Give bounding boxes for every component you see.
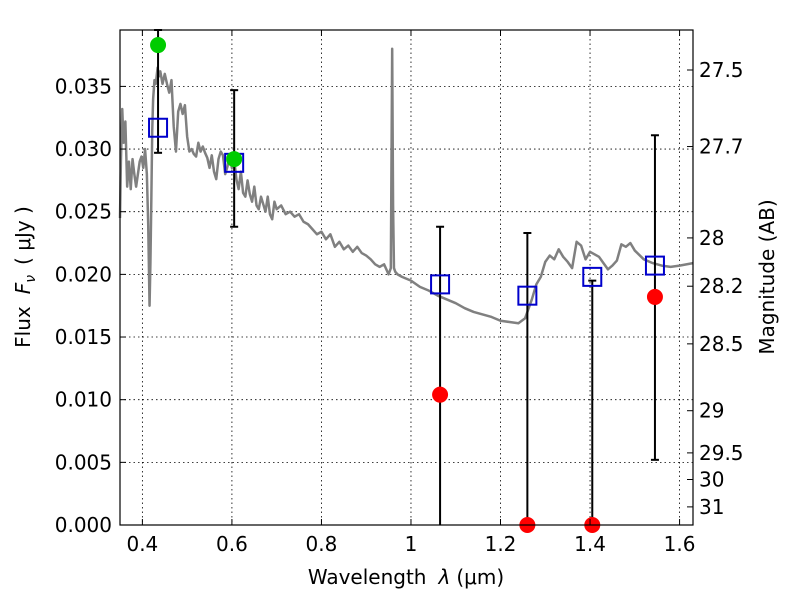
x-axis-ticks: 0.4 0.6 0.8 1 1.2 1.4 1.6	[126, 30, 695, 556]
x-tick-label-6: 1.6	[664, 532, 696, 556]
model-flux-square-5	[644, 255, 665, 276]
y-tick-label-1: 0.005	[55, 450, 112, 474]
x-tick-label-4: 1.2	[485, 532, 517, 556]
y-tick-label-2: 0.010	[55, 388, 112, 412]
magnitude-axis-ticks: 27.5 27.7 28 28.2 28.5 29 29.5 30 31	[687, 58, 744, 519]
markers-layer	[148, 37, 665, 533]
x-tick-label-1: 0.6	[216, 532, 248, 556]
x-tick-label-0: 0.4	[126, 532, 158, 556]
x-axis-label: Wavelength λ (μm)	[308, 565, 504, 589]
x-tick-label-2: 0.8	[306, 532, 338, 556]
model-spectrum-line	[118, 47, 694, 325]
model-flux-square-2	[430, 274, 451, 295]
x-tick-label-3: 1	[405, 532, 418, 556]
detected-flux-point-0	[150, 37, 167, 54]
magnitude-tick-label-0: 27.5	[699, 58, 744, 82]
magnitude-axis-label: Magnitude (AB)	[755, 199, 779, 354]
y-axis-label-text: Flux	[11, 306, 35, 348]
y-tick-label-3: 0.015	[55, 325, 112, 349]
x-axis-label-text: Wavelength	[308, 565, 427, 589]
magnitude-tick-label-8: 31	[699, 495, 724, 519]
model-flux-square-0	[148, 117, 169, 138]
x-axis-label-unit: (μm)	[456, 565, 504, 589]
magnitude-tick-label-5: 29	[699, 399, 724, 423]
magnitude-tick-label-3: 28.2	[699, 274, 744, 298]
plot-frame	[119, 29, 694, 526]
model-spectrum-layer	[118, 47, 694, 325]
x-tick-label-5: 1.4	[574, 532, 606, 556]
y-axis-ticks: 0.000 0.005 0.010 0.015 0.020 0.025 0.030 0.035	[55, 74, 126, 537]
y-tick-label-6: 0.030	[55, 137, 112, 161]
y-axis-label-subscript: ν	[23, 275, 39, 283]
magnitude-tick-label-7: 30	[699, 468, 724, 492]
x-axis-label-symbol: λ	[438, 565, 451, 589]
magnitude-tick-label-6: 29.5	[699, 441, 744, 465]
detected-flux-point-1	[226, 151, 243, 168]
y-axis-label-symbol: F	[11, 282, 35, 294]
y-tick-label-0: 0.000	[55, 513, 112, 537]
y-tick-label-5: 0.025	[55, 200, 112, 224]
observed-flux-point-3	[646, 288, 663, 305]
y-axis-label-unit: ( μJy )	[11, 206, 35, 265]
magnitude-tick-label-1: 27.7	[699, 135, 744, 159]
observed-flux-point-0	[432, 386, 449, 403]
y-axis-label: Flux Fν ( μJy )	[11, 206, 39, 348]
model-flux-square-4	[582, 266, 603, 287]
y-tick-label-7: 0.035	[55, 74, 112, 98]
model-flux-square-3	[517, 285, 538, 306]
magnitude-tick-label-2: 28	[699, 226, 724, 250]
magnitude-tick-label-4: 28.5	[699, 332, 744, 356]
y-tick-label-4: 0.020	[55, 262, 112, 286]
